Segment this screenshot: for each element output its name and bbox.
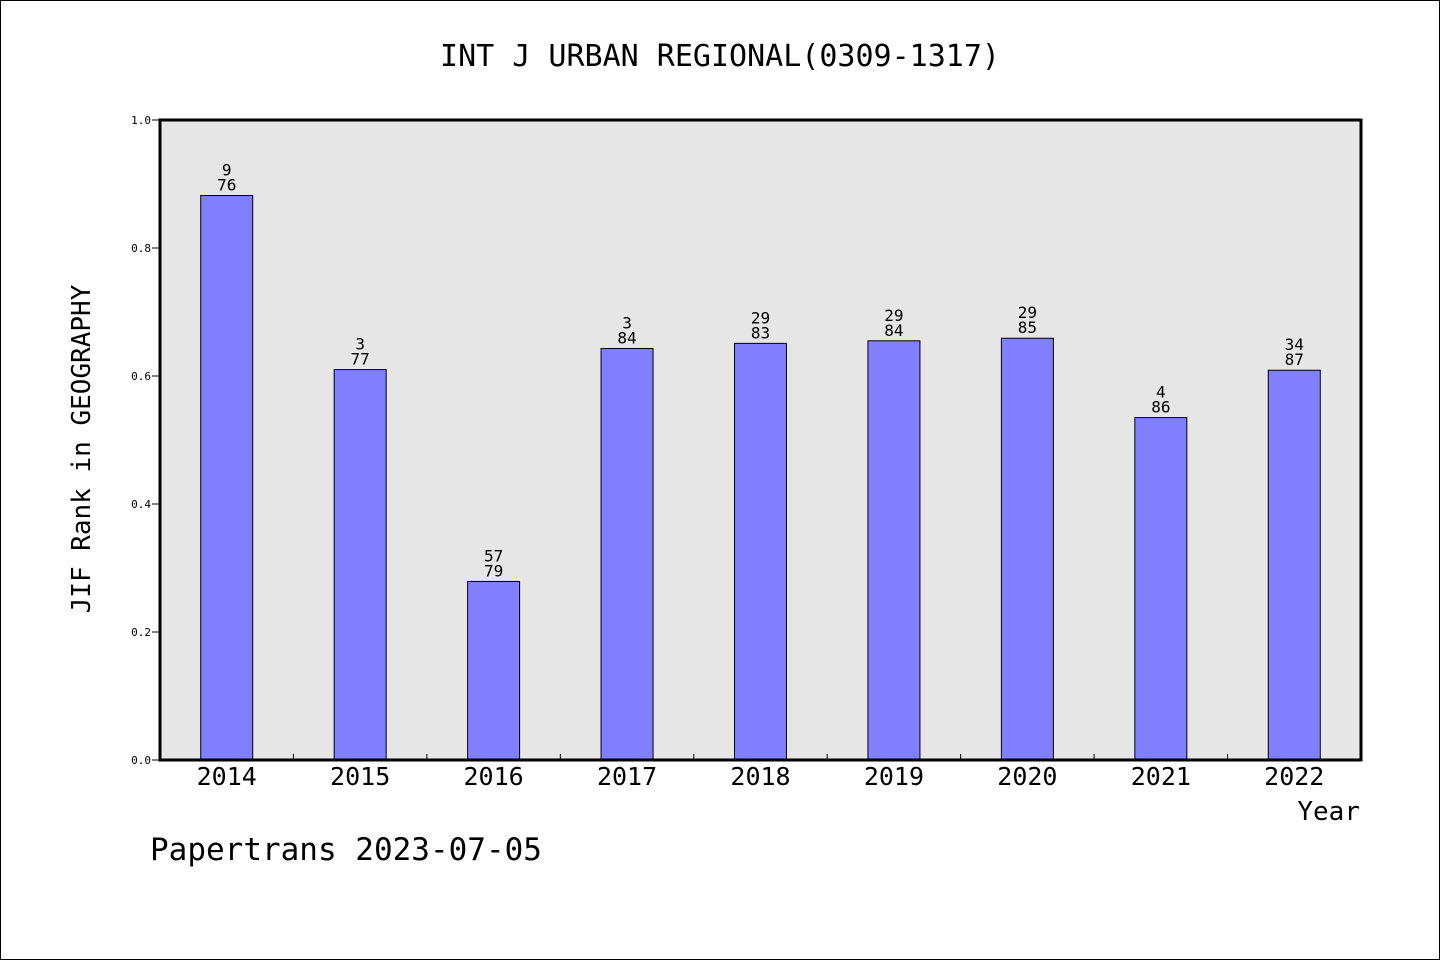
bar-2019 [867,340,921,761]
x-tick-label: 2018 [730,762,790,791]
bar-rank-label: 34 [1285,335,1304,354]
bar-total-label: 79 [484,561,503,580]
bar-rank-label: 29 [751,308,770,327]
bar-rank-label: 4 [1156,383,1166,402]
x-tick-label: 2015 [330,762,390,791]
x-tick-label: 2019 [864,762,924,791]
bar-total-label: 84 [617,328,636,347]
y-tick-label: 0.4 [131,498,151,511]
bar-2020 [1000,337,1054,761]
bar-rank-label: 3 [622,313,632,332]
bar-2021 [1134,417,1188,761]
x-tick-label: 2016 [464,762,524,791]
bar-rank-label: 29 [1018,303,1037,322]
bar-total-label: 87 [1285,350,1304,369]
bar-2016 [467,580,521,761]
bar-total-label: 83 [751,323,770,342]
x-tick-label: 2014 [197,762,257,791]
bar-2015 [333,369,387,761]
x-tick-label: 2020 [997,762,1057,791]
y-tick-label: 0.8 [131,242,151,255]
source-note: Papertrans 2023-07-05 [150,832,542,868]
x-tick-label: 2017 [597,762,657,791]
bar-2022 [1267,369,1321,761]
bar-total-label: 85 [1018,318,1037,337]
x-tick-label: 2021 [1131,762,1191,791]
x-tick-label: 2022 [1264,762,1324,791]
bar-total-label: 86 [1151,398,1170,417]
bar-total-label: 76 [217,176,236,195]
y-tick-label: 0.6 [131,370,151,383]
y-tick-label: 1.0 [131,114,151,127]
bar-rank-label: 29 [884,306,903,325]
bar-rank-label: 57 [484,546,503,565]
y-axis-label: JIF Rank in GEOGRAPHY [67,284,97,613]
bar-rank-label: 3 [355,335,365,354]
x-axis-label: Year [1297,797,1360,827]
bar-rank-label: 9 [222,161,232,180]
bar-total-label: 77 [351,350,370,369]
plot-border [158,118,1363,762]
y-tick-label: 0.2 [131,626,151,639]
bar-total-label: 84 [884,321,903,340]
bar-2018 [734,342,787,761]
chart-marks: 0.00.20.40.60.81.09762014377201557792016… [131,114,1324,791]
y-tick-label: 0.0 [131,754,151,767]
chart-title: INT J URBAN REGIONAL(0309-1317) [440,39,1000,74]
bar-2014 [200,195,254,761]
bar-2017 [600,347,654,761]
